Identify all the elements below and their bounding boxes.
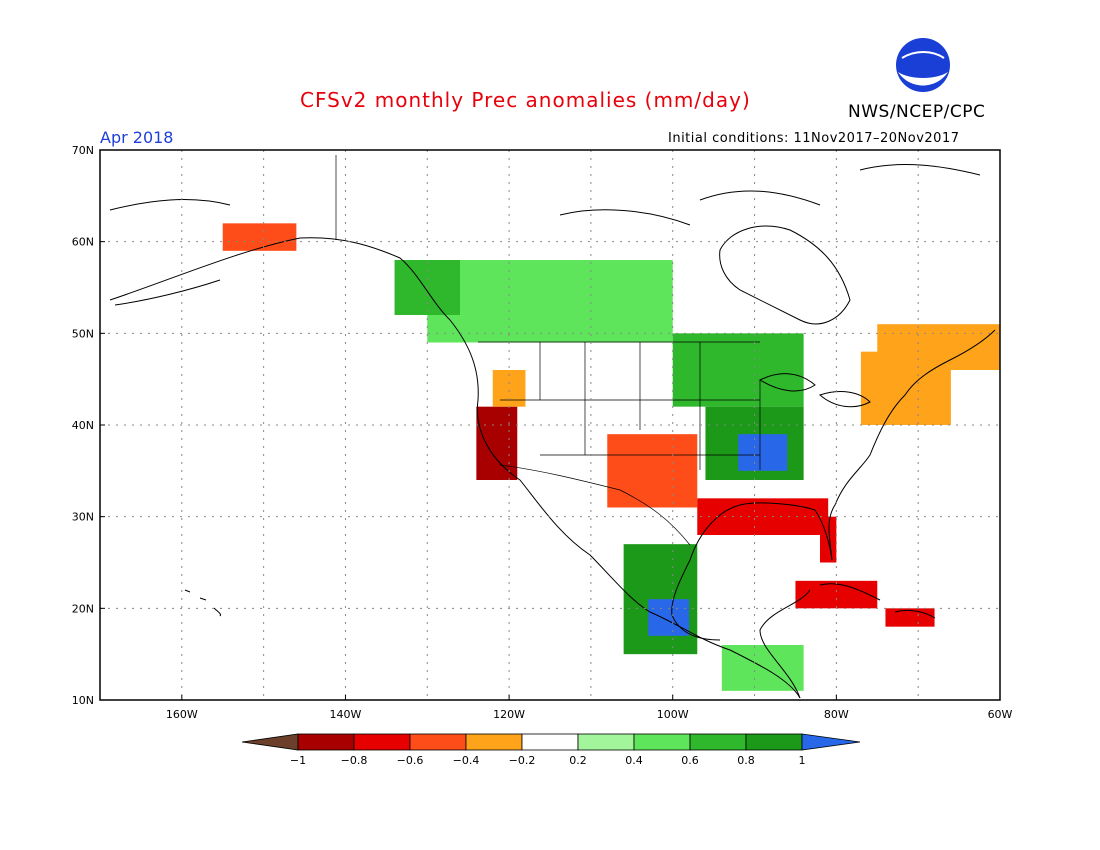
anomaly-southern-plains-dry — [607, 434, 698, 508]
colorbar-label: −0.8 — [341, 754, 368, 767]
colorbar-label: −1 — [290, 754, 306, 767]
colorbar-box-1 — [297, 733, 355, 751]
anomaly-alaska-south — [222, 223, 297, 251]
forecast-month: Apr 2018 — [100, 128, 174, 147]
colorbar-arrow-right — [801, 733, 861, 751]
colorbar-box-7 — [633, 733, 691, 751]
colorbar: −1 −0.8 −0.6 −0.4 −0.2 0.2 0.4 0.6 0.8 1 — [241, 733, 861, 767]
noaa-logo-wave — [898, 72, 948, 86]
map-title: CFSv2 monthly Prec anomalies (mm/day) — [300, 88, 751, 112]
lon-tick-100W: 100W — [657, 708, 689, 721]
anomaly-layer — [222, 223, 1000, 691]
lon-tick-140W: 140W — [330, 708, 362, 721]
anomaly-canada-wet — [427, 260, 673, 343]
anomaly-california-coast — [476, 406, 518, 480]
colorbar-box-4 — [465, 733, 523, 751]
colorbar-label: −0.4 — [453, 754, 480, 767]
political-borders — [335, 155, 761, 546]
colorbar-label: −0.2 — [509, 754, 536, 767]
lat-tick-60N: 60N — [72, 236, 94, 249]
colorbar-label: 0.8 — [737, 754, 755, 767]
colorbar-label: 0.6 — [681, 754, 699, 767]
initial-conditions: Initial conditions: 11Nov2017–20Nov2017 — [668, 131, 960, 146]
noaa-logo-bird — [901, 51, 945, 59]
anomaly-oregon-dry — [492, 370, 526, 407]
lat-tick-30N: 30N — [72, 511, 94, 524]
agency-label: NWS/NCEP/CPC — [848, 102, 986, 122]
lon-tick-160W: 160W — [166, 708, 198, 721]
colorbar-label: 0.2 — [569, 754, 587, 767]
anomaly-upper-midwest-wet — [672, 333, 804, 407]
lon-tick-60W: 60W — [988, 708, 1013, 721]
colorbar-label: 0.4 — [625, 754, 643, 767]
colorbar-box-5 — [521, 733, 579, 751]
colorbar-box-3 — [409, 733, 467, 751]
lon-tick-120W: 120W — [493, 708, 525, 721]
anomaly-newfoundland-dry — [877, 324, 1000, 370]
colorbar-label: −0.6 — [397, 754, 424, 767]
anomaly-cuba-dry — [795, 580, 878, 609]
anomaly-tennessee-wet — [738, 434, 788, 471]
lat-tick-70N: 70N — [72, 144, 94, 157]
axis-ticks: 10N 20N 30N 40N 50N 60N 70N 160W 140W 120W 100W 80W… — [72, 144, 1013, 721]
lat-tick-10N: 10N — [72, 694, 94, 707]
colorbar-box-8 — [689, 733, 747, 751]
lon-tick-80W: 80W — [824, 708, 849, 721]
anomaly-gulf-coast-dry — [697, 498, 829, 535]
colorbar-box-6 — [577, 733, 635, 751]
colorbar-box-9 — [745, 733, 803, 751]
lat-tick-40N: 40N — [72, 419, 94, 432]
noaa-logo — [896, 38, 950, 92]
anomaly-hispaniola-dry — [885, 608, 935, 627]
colorbar-arrow-left — [241, 733, 299, 751]
colorbar-label: 1 — [799, 754, 806, 767]
lat-tick-50N: 50N — [72, 327, 94, 340]
colorbar-box-2 — [353, 733, 411, 751]
lat-tick-20N: 20N — [72, 602, 94, 615]
lat-lon-grid — [100, 150, 1000, 700]
